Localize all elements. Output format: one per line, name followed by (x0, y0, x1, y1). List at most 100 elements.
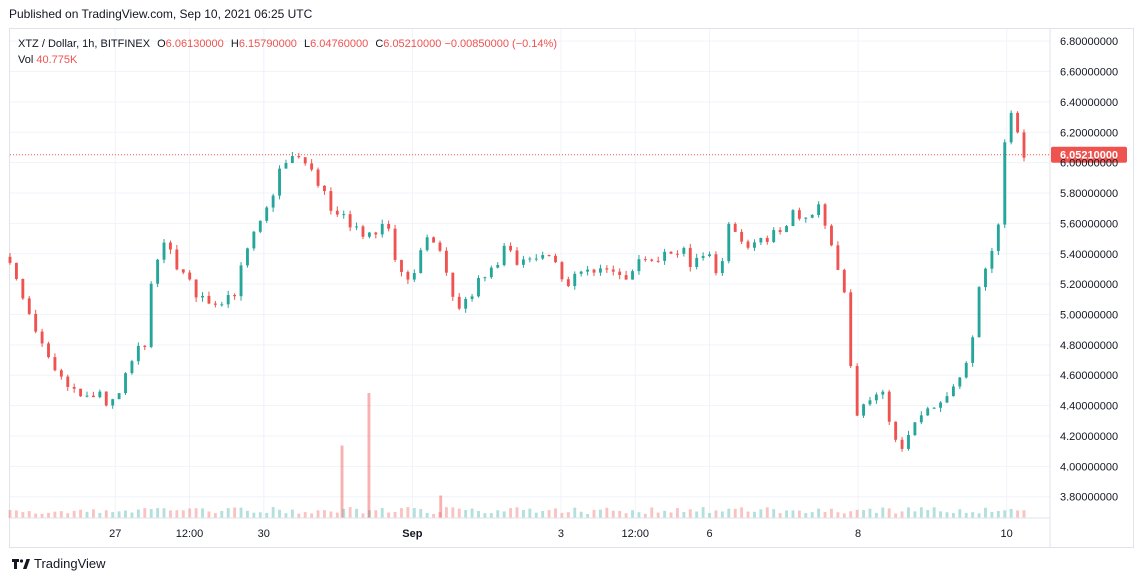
candle-body (169, 242, 172, 250)
candle-body (605, 268, 609, 270)
volume-bar (817, 508, 821, 518)
volume-bar (72, 510, 76, 518)
brand-label: TradingView (34, 556, 106, 571)
candle-body (566, 279, 570, 287)
volume-bar (656, 512, 660, 518)
y-axis: 6.80000000 6.60000000 6.40000000 6.20000000… (10, 28, 1118, 547)
candle-body (361, 226, 365, 237)
volume-bar (945, 512, 949, 518)
candle-body (868, 400, 872, 405)
volume-bar (85, 511, 89, 518)
x-tick-label: 30 (258, 528, 270, 540)
volume-bar (907, 507, 910, 518)
volume-bar (842, 513, 846, 518)
volume-bar (881, 507, 885, 518)
volume-bar (233, 507, 237, 518)
candle-body (586, 269, 590, 272)
volume-bar (900, 511, 904, 518)
x-tick-label: 12:00 (621, 528, 649, 540)
last-price-label: 6.05210000 (1060, 150, 1118, 162)
volume-bar (258, 512, 262, 518)
candle-body (945, 396, 949, 403)
candle-body (117, 393, 121, 400)
candle-body (451, 272, 455, 297)
volume-bar (663, 510, 667, 518)
volume-bar (919, 507, 923, 518)
legend-symbol[interactable]: XTZ / Dollar, 1h, BITFINEX (18, 38, 151, 50)
volume-bar (727, 508, 731, 518)
candle-body (477, 277, 480, 297)
candle-body (971, 337, 975, 363)
x-tick-label: 12:00 (176, 528, 204, 540)
candle-body (990, 250, 994, 269)
candle-body (483, 277, 487, 279)
volume-bar (521, 509, 525, 518)
candle-body (213, 303, 217, 305)
candle-body (740, 231, 744, 242)
volume-bar (188, 508, 192, 518)
volume-bar (21, 512, 25, 518)
volume-bar (996, 511, 1000, 518)
y-tick-label: 4.40000000 (1060, 401, 1118, 413)
volume-bar (1003, 510, 1007, 518)
volume-bar (708, 512, 711, 518)
volume-bar (477, 511, 480, 518)
volume-bar (669, 512, 673, 518)
volume-bar (335, 512, 339, 518)
candle-body (515, 250, 519, 265)
candle-body (380, 223, 384, 235)
candle-body (637, 259, 641, 272)
candle-body (258, 220, 262, 232)
candle-body (785, 226, 788, 232)
volume-bar (207, 511, 211, 518)
candle-body (252, 231, 256, 249)
candle-body (181, 269, 185, 273)
candle-body (53, 357, 57, 371)
candle-body (682, 247, 686, 254)
volume-bar (528, 508, 532, 518)
volume-bar (246, 510, 249, 518)
candle-body (457, 296, 461, 309)
candle-body (98, 391, 102, 398)
chart-frame[interactable] (9, 28, 1134, 548)
legend-volume-row: Vol 40.775K (18, 52, 557, 68)
candle-body (951, 386, 955, 397)
volume-bar (143, 508, 147, 518)
volume-bar (990, 511, 994, 518)
volume-bar (226, 508, 230, 518)
candle-body (720, 261, 724, 274)
volume-bar (348, 507, 352, 518)
volume-bar (502, 511, 506, 518)
volume-bar (714, 510, 718, 518)
volume-bar (541, 510, 545, 518)
volume-bar (939, 511, 943, 518)
candle-body (791, 210, 795, 227)
legend-open: 6.06130000 (165, 38, 224, 50)
y-tick-label: 5.40000000 (1060, 249, 1118, 261)
brand[interactable]: TradingView (12, 556, 106, 571)
volume-bar (1009, 508, 1013, 518)
volume-bar (303, 512, 307, 518)
volume-bar (759, 509, 763, 518)
volume-bar (59, 511, 63, 518)
candle-body (156, 259, 160, 284)
candle-body (412, 273, 416, 280)
volume-bar (874, 512, 878, 518)
volume-bar (637, 512, 641, 518)
candle-body (1022, 132, 1026, 158)
candle-body (220, 304, 224, 306)
candle-body (502, 245, 506, 266)
candle-body (367, 232, 371, 237)
volume-bar (438, 512, 442, 518)
candle-body (919, 415, 923, 423)
x-axis: 27 12:00 30 Sep 3 12:00 6 8 10 (109, 528, 1013, 540)
candle-body (355, 226, 358, 228)
volume-bar (868, 508, 872, 518)
volume-bar (592, 509, 596, 518)
volume-bar (34, 513, 38, 518)
candle-body (810, 214, 814, 218)
candle-body (246, 248, 249, 266)
volume-bar (631, 510, 634, 518)
candle-body (964, 362, 968, 378)
